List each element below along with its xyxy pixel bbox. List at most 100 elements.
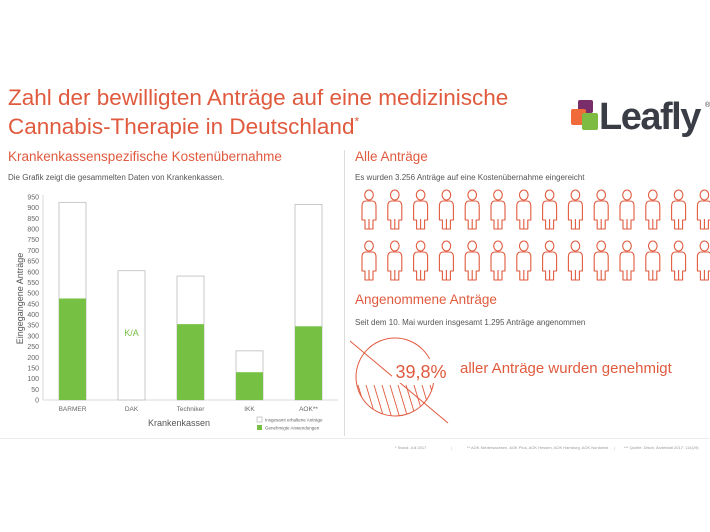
person-body <box>464 200 480 230</box>
y-tick-label: 200 <box>27 355 39 362</box>
person-body <box>361 200 377 230</box>
person-head <box>364 240 374 252</box>
title-line-2: Cannabis-Therapie in Deutschland* <box>8 112 548 141</box>
leafly-wordmark: Leafly <box>599 96 701 138</box>
y-tick-label: 650 <box>27 259 39 266</box>
person-icon <box>619 240 635 281</box>
bar-approved-ikk <box>236 372 263 400</box>
y-tick-label: 300 <box>27 333 39 340</box>
y-tick-label: 0 <box>35 398 39 405</box>
person-icon <box>464 189 480 230</box>
person-head <box>570 240 581 252</box>
person-icon <box>490 189 506 230</box>
legend-swatch-total <box>256 416 263 423</box>
hatch-line <box>381 384 401 416</box>
person-head <box>389 189 400 201</box>
hatch-line <box>405 384 425 416</box>
person-icon <box>490 240 506 281</box>
person-icon <box>645 240 661 281</box>
person-body <box>567 251 583 281</box>
person-head <box>673 189 684 201</box>
person-head <box>622 189 632 201</box>
person-body <box>387 251 403 281</box>
person-head <box>415 189 426 201</box>
person-icon <box>542 240 558 281</box>
y-tick-label: 50 <box>31 387 39 394</box>
person-body <box>567 200 583 230</box>
y-tick-label: 100 <box>27 376 39 383</box>
leafly-trademark: ® <box>705 102 710 109</box>
person-head <box>596 240 607 252</box>
person-head <box>493 240 503 252</box>
person-icon <box>387 240 403 281</box>
person-icon <box>464 240 480 281</box>
accepted-applications-heading: Angenommene Anträge <box>355 292 497 307</box>
person-body <box>696 251 710 281</box>
person-icon <box>516 189 532 230</box>
hatch-line <box>397 384 417 416</box>
person-icon <box>413 189 429 230</box>
person-body <box>542 200 558 230</box>
person-icon <box>438 240 454 281</box>
person-body <box>464 251 480 281</box>
person-body <box>438 200 454 230</box>
person-head <box>647 240 658 252</box>
person-body <box>593 251 609 281</box>
bar-approved-barmer <box>59 298 86 400</box>
person-body <box>542 251 558 281</box>
annotation-na: K/A <box>124 328 139 338</box>
person-icon <box>542 189 558 230</box>
person-head <box>596 189 607 201</box>
person-head <box>467 240 478 252</box>
percent-value: 39,8% <box>395 362 446 382</box>
bar-approved-aok <box>295 326 322 400</box>
title-footnote-mark: * <box>354 114 360 129</box>
person-body <box>413 200 429 230</box>
leafly-logo-icon <box>571 100 598 130</box>
person-body <box>387 200 403 230</box>
person-icon <box>671 240 687 281</box>
all-applications-heading: Alle Anträge <box>355 149 428 164</box>
person-body <box>516 251 532 281</box>
percent-label-bg <box>392 359 450 383</box>
x-tick-label: BARMER <box>59 406 87 413</box>
y-tick-label: 600 <box>27 269 39 276</box>
y-tick-label: 900 <box>27 205 39 212</box>
person-body <box>619 251 635 281</box>
person-icon <box>387 189 403 230</box>
person-body <box>671 251 687 281</box>
page-title: Zahl der bewilligten Anträge auf eine me… <box>8 83 548 141</box>
person-head <box>544 189 555 201</box>
y-axis-label: Eingegangene Anträge <box>15 253 25 345</box>
y-tick-label: 750 <box>27 237 39 244</box>
person-icon <box>516 240 532 281</box>
left-heading: Krankenkassenspezifische Kostenübernahme <box>8 149 282 164</box>
percent-caption: aller Anträge wurden genehmigt <box>460 360 672 377</box>
person-head <box>544 240 555 252</box>
hatch-line <box>438 385 456 425</box>
footer-note-2: ** AOK Niedersachsen, AOK Plus, AOK Hess… <box>467 445 609 450</box>
title-line-2-text: Cannabis-Therapie in Deutschland <box>8 114 355 139</box>
hatch-line <box>429 384 434 416</box>
person-body <box>696 200 710 230</box>
y-tick-label: 850 <box>27 216 39 223</box>
x-tick-label: Techniker <box>177 406 206 413</box>
person-head <box>415 240 426 252</box>
person-icon <box>593 189 609 230</box>
legend-swatch-approved <box>257 425 262 430</box>
footer-note-1: * Stand: Juli 2017 <box>395 445 427 450</box>
person-head <box>570 189 581 201</box>
person-head <box>493 189 503 201</box>
accepted-applications-description: Seit dem 10. Mai wurden insgesamt 1.295 … <box>355 318 586 327</box>
person-icon <box>593 240 609 281</box>
x-axis-label: Krankenkassen <box>148 418 210 428</box>
person-icon <box>567 240 583 281</box>
person-head <box>389 240 400 252</box>
section-divider <box>344 150 345 436</box>
y-tick-label: 450 <box>27 301 39 308</box>
person-head <box>467 189 478 201</box>
person-icon <box>567 189 583 230</box>
person-icon <box>361 189 377 230</box>
person-head <box>622 240 632 252</box>
x-tick-label: DAK <box>125 406 139 413</box>
